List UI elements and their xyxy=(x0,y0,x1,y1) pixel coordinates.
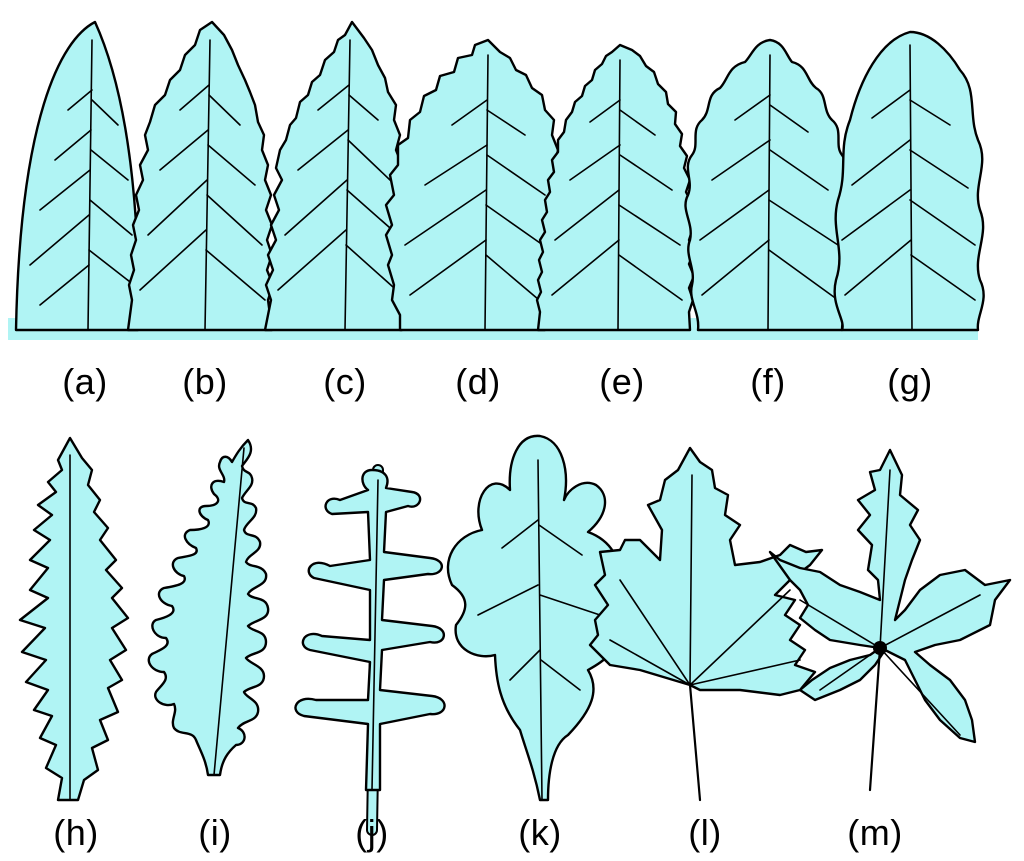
label-f: (f) xyxy=(750,361,786,402)
label-j: (j) xyxy=(355,812,389,853)
label-d: (d) xyxy=(455,361,501,402)
label-i: (i) xyxy=(198,812,232,853)
leaf-a-entire xyxy=(14,20,140,332)
leaf-f-crenate xyxy=(684,38,853,332)
label-k: (k) xyxy=(518,812,562,853)
label-a: (a) xyxy=(62,361,108,402)
label-m: (m) xyxy=(847,812,903,853)
leaf-k-lobed xyxy=(446,434,621,802)
leaf-h-incised xyxy=(18,436,130,802)
leaf-e-serrulate xyxy=(535,43,696,332)
leaf-c-doubly-serrate xyxy=(263,20,408,332)
leaf-i-pinnatifid xyxy=(147,438,270,777)
label-b: (b) xyxy=(182,361,228,402)
leaf-d-dentate xyxy=(384,38,562,332)
leaf-l-palmately-lobed xyxy=(588,446,824,802)
label-c: (c) xyxy=(323,361,367,402)
leaf-j-dissected xyxy=(294,464,446,836)
leaf-m-palmately-compound xyxy=(768,448,1012,792)
label-e: (e) xyxy=(599,361,645,402)
label-l: (l) xyxy=(688,812,722,853)
label-g: (g) xyxy=(887,361,933,402)
label-h: (h) xyxy=(53,812,99,853)
leaf-g-sinuate xyxy=(833,30,985,332)
leaf-b-serrate xyxy=(126,20,275,332)
